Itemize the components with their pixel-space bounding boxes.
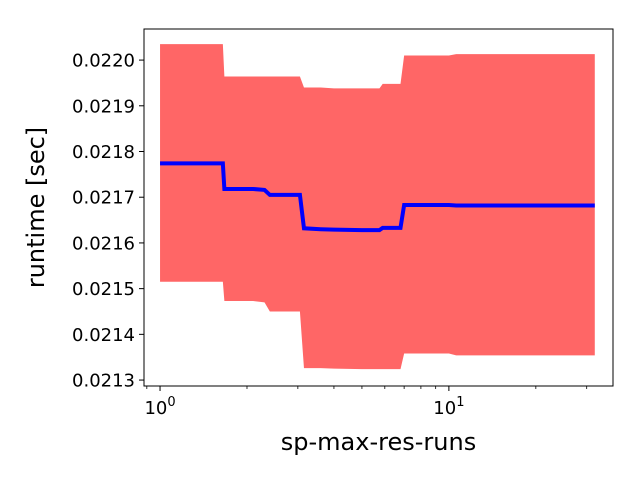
x-axis: 100 101 — [144, 386, 588, 419]
y-tick-label: 0.0218 — [72, 142, 135, 163]
y-axis-title: runtime [sec] — [22, 127, 50, 288]
line-layer — [160, 161, 595, 233]
y-tick-label: 0.0213 — [72, 371, 135, 392]
plot-frame — [143, 28, 614, 387]
mean-runtime-line — [160, 161, 595, 233]
y-tick-label: 0.0219 — [72, 96, 135, 117]
y-axis: 0.0213 0.0214 0.0215 0.0216 0.0217 0.0218 0.02… — [72, 51, 144, 392]
y-tick-label: 0.0214 — [72, 325, 135, 346]
y-tick-label: 0.0217 — [72, 188, 135, 209]
y-tick-label: 0.0220 — [72, 51, 135, 72]
x-tick-label: 100 — [144, 395, 175, 419]
band-layer — [160, 44, 595, 370]
confidence-band — [160, 44, 595, 370]
y-tick-label: 0.0216 — [72, 233, 135, 254]
y-tick-label: 0.0215 — [72, 279, 135, 300]
x-axis-title: sp-max-res-runs — [281, 428, 476, 456]
x-tick-label: 101 — [433, 395, 464, 419]
